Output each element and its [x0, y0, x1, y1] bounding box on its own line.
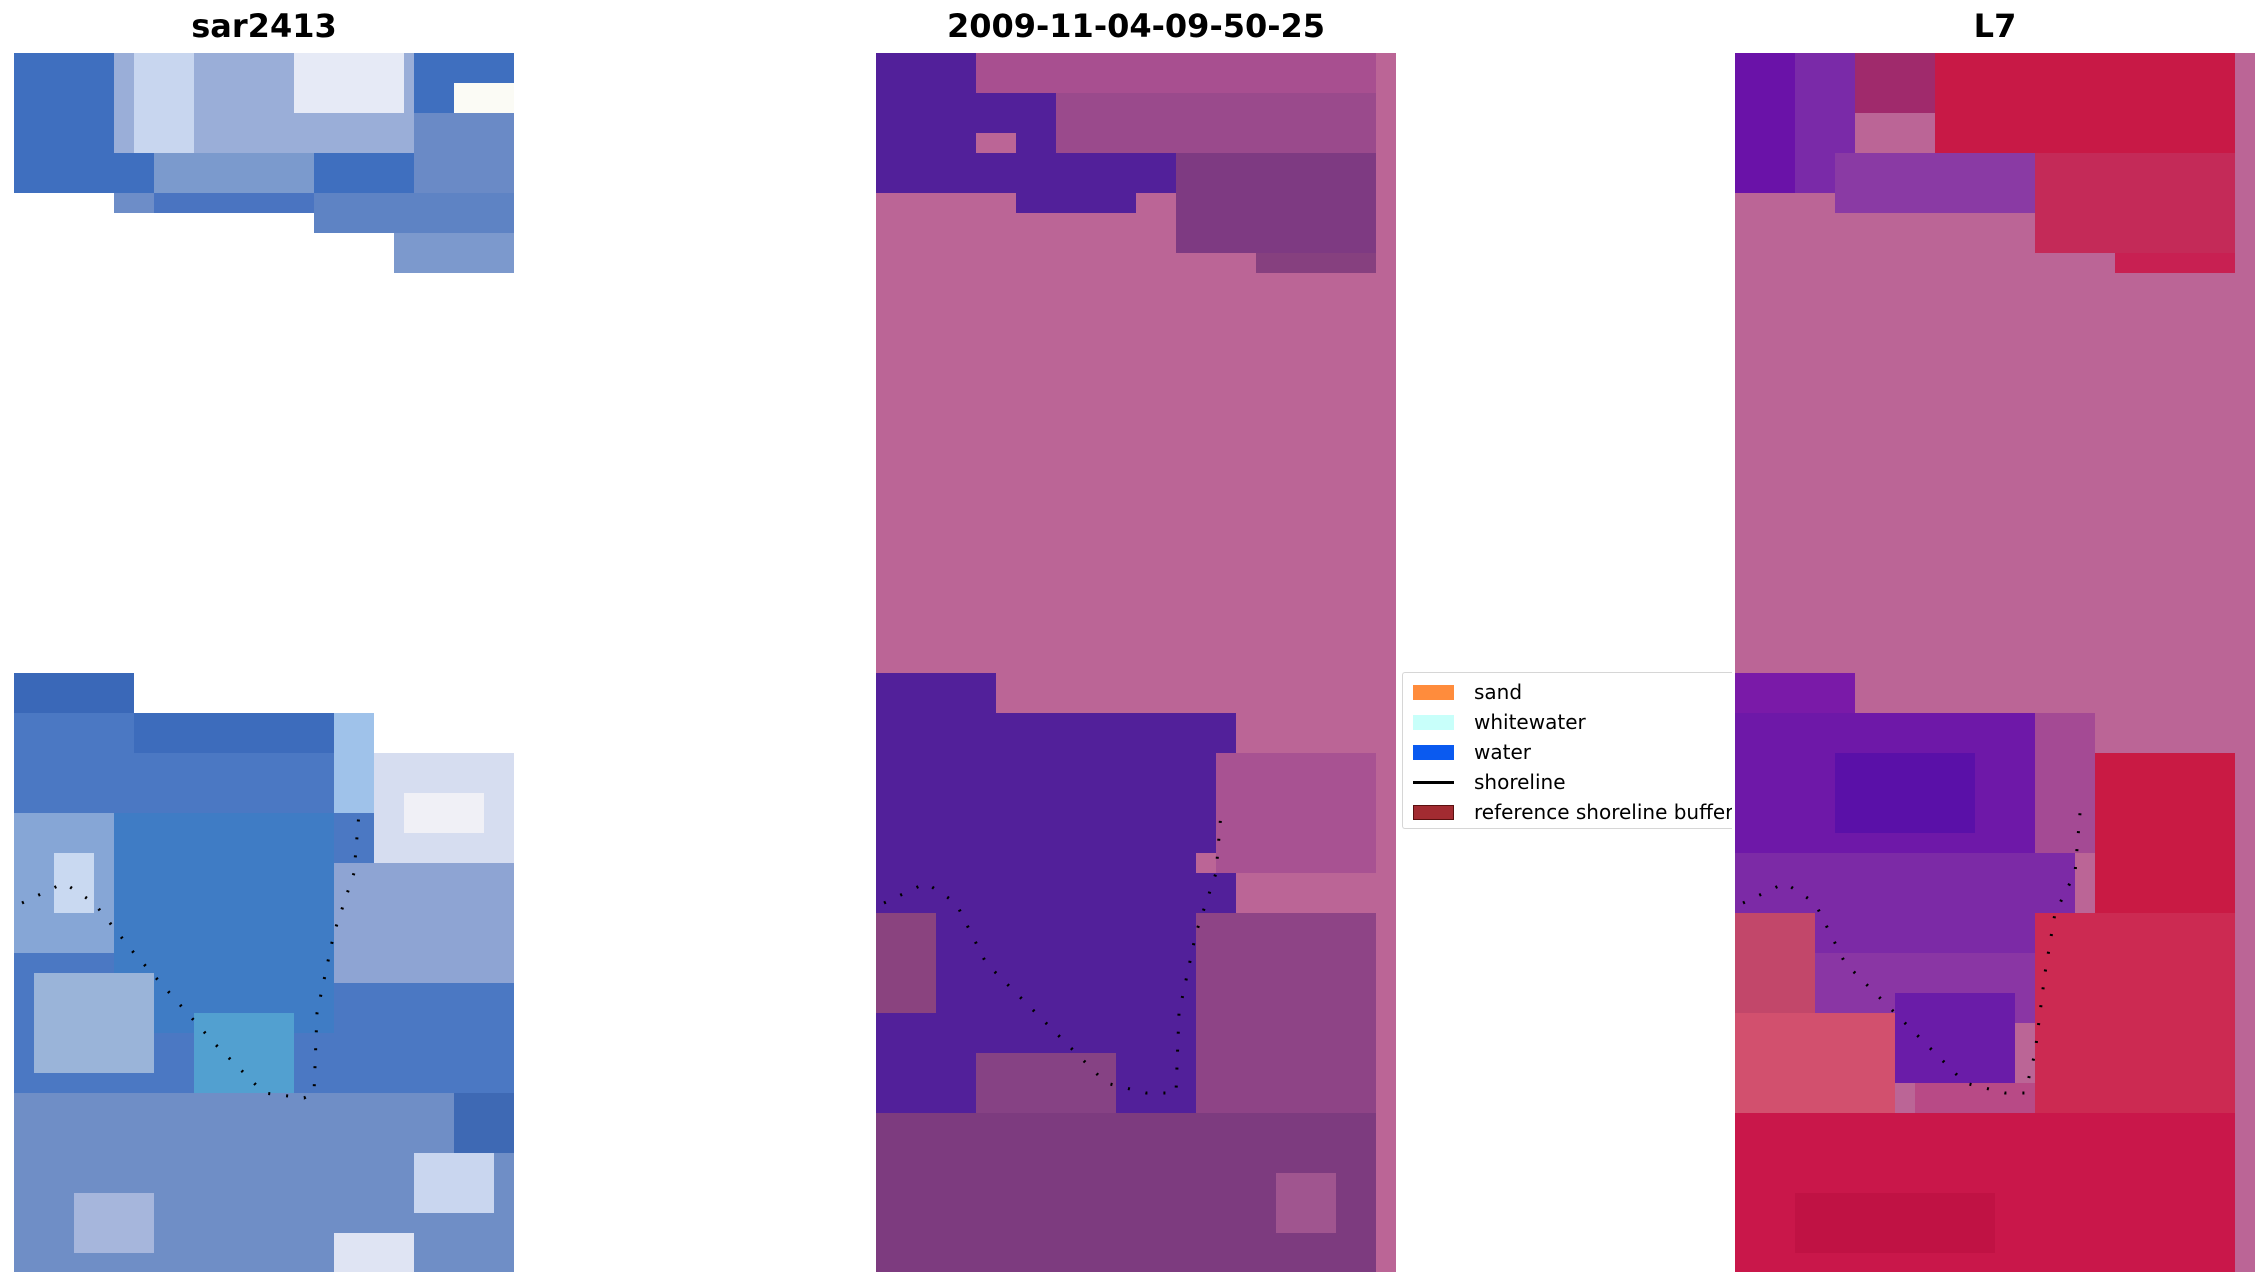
legend: sand whitewater water shoreline referenc…: [1402, 672, 1732, 829]
legend-item-whitewater: whitewater: [1413, 707, 1586, 737]
legend-item-shoreline: shoreline: [1413, 767, 1566, 797]
legend-item-reference-buffer: reference shoreline buffer: [1413, 797, 1732, 827]
panel-title-middle: 2009-11-04-09-50-25: [946, 7, 1326, 45]
classified-top: [876, 53, 1376, 273]
index-bottom: [1735, 673, 2235, 1272]
reference-buffer-swatch: [1413, 804, 1454, 820]
index-top: [1735, 53, 2235, 273]
legend-label: reference shoreline buffer: [1474, 800, 1732, 824]
panel-title-left: sar2413: [191, 7, 337, 45]
legend-item-sand: sand: [1413, 677, 1522, 707]
shoreline-swatch: [1413, 780, 1454, 784]
legend-label: sand: [1474, 680, 1523, 704]
panel-title-right: L7: [1973, 7, 2017, 45]
sand-swatch: [1413, 684, 1454, 700]
index-image-panel: [1735, 53, 2255, 1272]
rgb-image-panel: [14, 53, 514, 1272]
whitewater-swatch: [1413, 714, 1454, 730]
legend-item-water: water: [1413, 737, 1531, 767]
legend-label: whitewater: [1474, 710, 1586, 734]
legend-label: water: [1474, 740, 1531, 764]
rgb-image-top: [14, 53, 514, 273]
rgb-image-bottom: [14, 673, 514, 1272]
water-swatch: [1413, 744, 1454, 760]
classified-image-panel: [876, 53, 1396, 1272]
classified-bottom: [876, 673, 1376, 1272]
legend-label: shoreline: [1474, 770, 1566, 794]
